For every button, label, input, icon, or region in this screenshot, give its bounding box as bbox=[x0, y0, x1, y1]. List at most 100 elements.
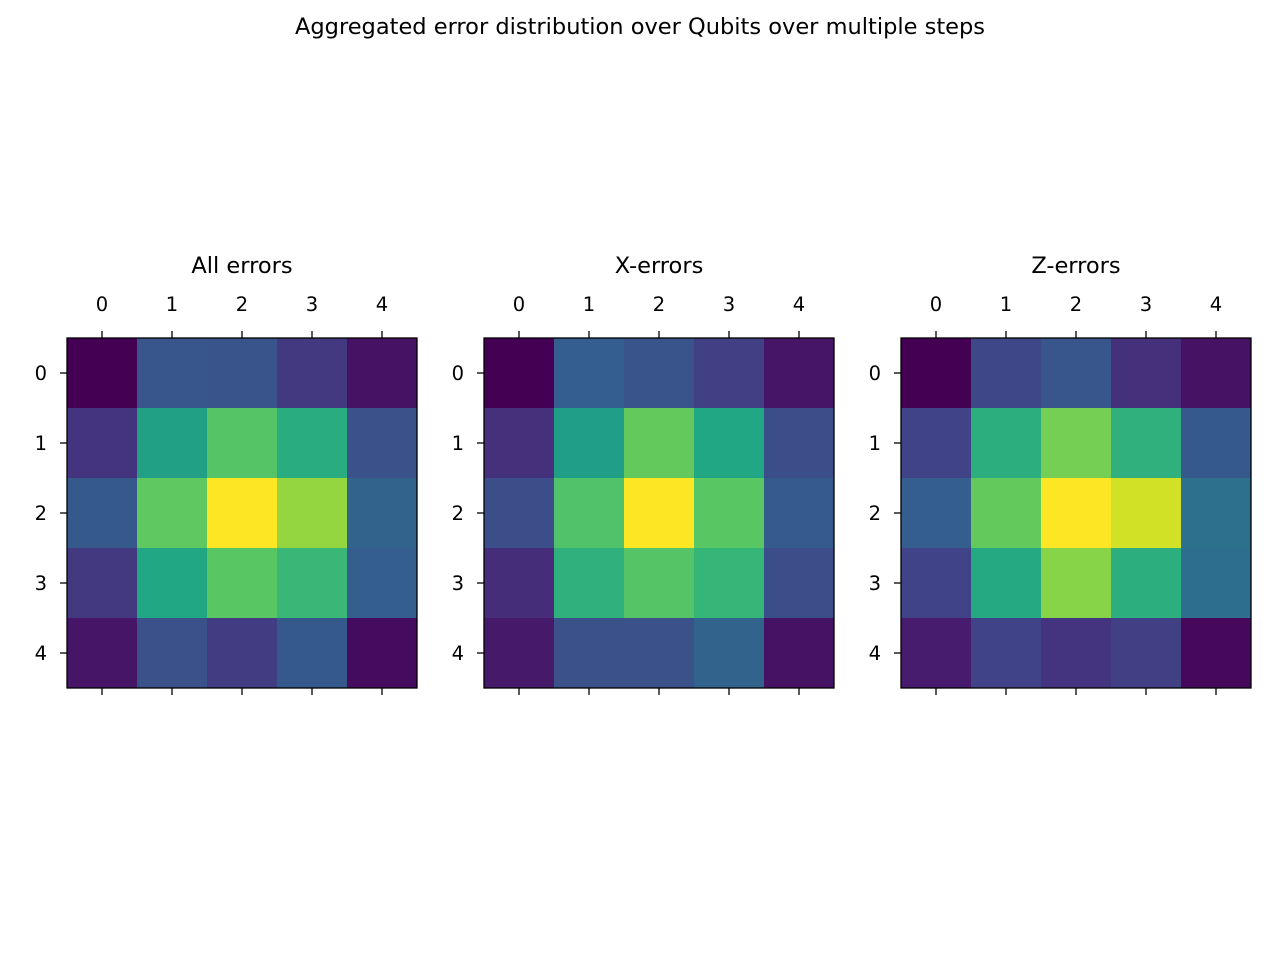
heatmap-cell bbox=[901, 548, 971, 618]
heatmap-cell bbox=[624, 338, 694, 408]
heatmap-cell bbox=[207, 618, 277, 688]
heatmap-cell bbox=[554, 338, 624, 408]
y-tick-label: 0 bbox=[35, 362, 47, 385]
heatmap-cell bbox=[694, 408, 764, 478]
heatmap-cell bbox=[764, 338, 834, 408]
heatmap-cell bbox=[347, 618, 417, 688]
heatmap-cell bbox=[347, 548, 417, 618]
heatmap-cell bbox=[67, 618, 137, 688]
x-tick-label: 2 bbox=[236, 293, 248, 316]
heatmap-cell bbox=[137, 408, 207, 478]
x-tick-label: 4 bbox=[1210, 293, 1222, 316]
y-tick-label: 3 bbox=[35, 572, 47, 595]
heatmap-cell bbox=[1041, 408, 1111, 478]
heatmap-cell bbox=[694, 548, 764, 618]
heatmap-cell bbox=[554, 548, 624, 618]
heatmap-cell bbox=[1181, 548, 1251, 618]
x-tick-label: 0 bbox=[513, 293, 525, 316]
panel-title: X-errors bbox=[615, 253, 704, 279]
heatmap-cell bbox=[554, 408, 624, 478]
heatmap-cell bbox=[207, 548, 277, 618]
heatmap-cell bbox=[764, 618, 834, 688]
heatmap-cell bbox=[764, 408, 834, 478]
y-tick-label: 0 bbox=[869, 362, 881, 385]
heatmap-cell bbox=[764, 478, 834, 548]
heatmap-cell bbox=[694, 478, 764, 548]
heatmap-cell bbox=[1041, 548, 1111, 618]
heatmap-cell bbox=[971, 338, 1041, 408]
heatmap-cell bbox=[1111, 408, 1181, 478]
heatmap-cell bbox=[764, 548, 834, 618]
x-tick-label: 3 bbox=[306, 293, 318, 316]
panel-title: All errors bbox=[191, 253, 292, 279]
heatmap-cell bbox=[1181, 338, 1251, 408]
y-tick-label: 0 bbox=[452, 362, 464, 385]
y-tick-label: 1 bbox=[869, 432, 881, 455]
heatmap-cell bbox=[484, 548, 554, 618]
x-tick-label: 3 bbox=[1140, 293, 1152, 316]
heatmap-cell bbox=[971, 478, 1041, 548]
heatmap-cell bbox=[277, 338, 347, 408]
heatmap-cell bbox=[67, 548, 137, 618]
heatmap-cell bbox=[624, 618, 694, 688]
y-tick-label: 1 bbox=[35, 432, 47, 455]
heatmap-cell bbox=[277, 478, 347, 548]
x-tick-label: 3 bbox=[723, 293, 735, 316]
heatmap-cell bbox=[277, 618, 347, 688]
heatmap-cell bbox=[624, 408, 694, 478]
heatmap-cell bbox=[484, 618, 554, 688]
heatmap-cell bbox=[484, 478, 554, 548]
heatmap-cell bbox=[67, 338, 137, 408]
heatmap-cell bbox=[1041, 618, 1111, 688]
heatmap-cell bbox=[347, 338, 417, 408]
heatmap-cell bbox=[554, 478, 624, 548]
heatmap-cell bbox=[207, 478, 277, 548]
heatmap-cell bbox=[1181, 478, 1251, 548]
heatmap-cell bbox=[67, 478, 137, 548]
x-tick-label: 0 bbox=[930, 293, 942, 316]
heatmap-cell bbox=[484, 338, 554, 408]
heatmap-cell bbox=[207, 338, 277, 408]
y-tick-label: 3 bbox=[452, 572, 464, 595]
heatmap-cell bbox=[1111, 618, 1181, 688]
x-tick-label: 1 bbox=[1000, 293, 1012, 316]
heatmap-cell bbox=[1041, 478, 1111, 548]
heatmap-cell bbox=[207, 408, 277, 478]
heatmap-cell bbox=[1041, 338, 1111, 408]
figure-title: Aggregated error distribution over Qubit… bbox=[295, 14, 985, 40]
heatmap-cell bbox=[901, 338, 971, 408]
y-tick-label: 1 bbox=[452, 432, 464, 455]
heatmap-panel-2: X-errors 0 1 2 3 4 0 1 2 3 4 bbox=[452, 253, 835, 695]
x-tick-label: 2 bbox=[1070, 293, 1082, 316]
x-tick-label: 2 bbox=[653, 293, 665, 316]
heatmap-cell bbox=[971, 548, 1041, 618]
heatmap-cell bbox=[347, 408, 417, 478]
heatmap-cell bbox=[901, 408, 971, 478]
heatmap-cell bbox=[901, 478, 971, 548]
heatmap-panel-1: All errors 0 1 2 3 4 0 1 2 3 4 bbox=[35, 253, 418, 695]
heatmap-cell bbox=[624, 548, 694, 618]
panel-title: Z-errors bbox=[1031, 253, 1120, 279]
x-tick-label: 4 bbox=[793, 293, 805, 316]
heatmap-cell bbox=[1111, 478, 1181, 548]
heatmap-cell bbox=[1111, 338, 1181, 408]
heatmap-cell bbox=[137, 338, 207, 408]
heatmap-cell bbox=[137, 478, 207, 548]
heatmap-cell bbox=[137, 548, 207, 618]
heatmap-cell bbox=[277, 548, 347, 618]
heatmap-cell bbox=[554, 618, 624, 688]
heatmap-cell bbox=[137, 618, 207, 688]
heatmap-cell bbox=[694, 618, 764, 688]
y-tick-label: 4 bbox=[869, 642, 881, 665]
heatmap-cell bbox=[484, 408, 554, 478]
y-tick-label: 4 bbox=[452, 642, 464, 665]
y-tick-label: 2 bbox=[452, 502, 464, 525]
heatmap-cell bbox=[277, 408, 347, 478]
heatmap-cell bbox=[694, 338, 764, 408]
heatmap-cell bbox=[67, 408, 137, 478]
heatmap-cell bbox=[1181, 408, 1251, 478]
heatmap-panel-3: Z-errors 0 1 2 3 4 0 1 2 3 4 bbox=[869, 253, 1252, 695]
x-tick-label: 4 bbox=[376, 293, 388, 316]
y-tick-label: 4 bbox=[35, 642, 47, 665]
